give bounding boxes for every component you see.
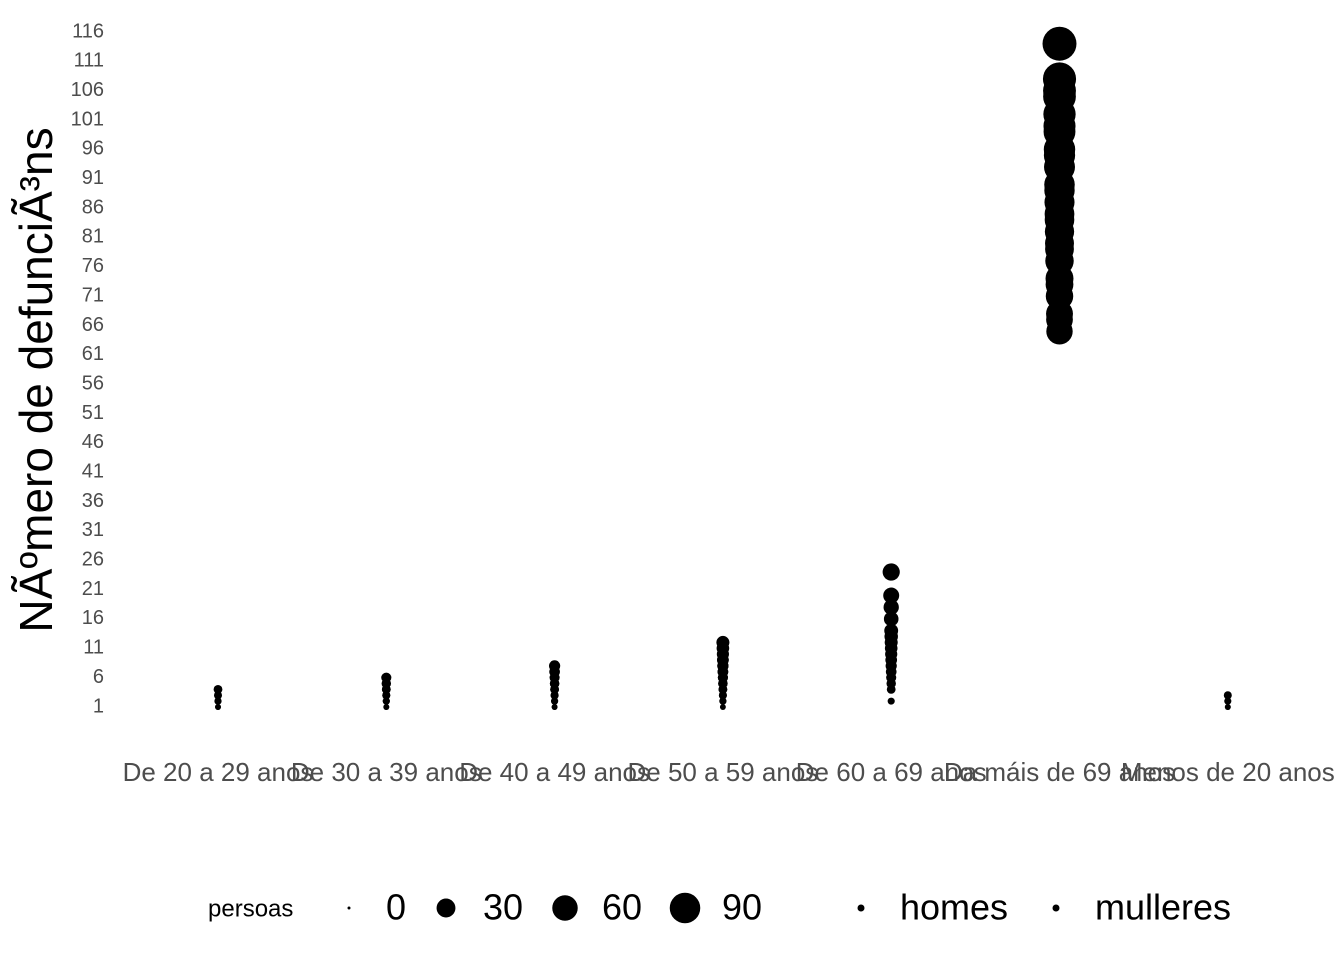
y-tick-label: 16	[82, 607, 104, 629]
y-tick-label: 61	[82, 343, 104, 365]
size-legend-key	[347, 906, 351, 910]
y-tick-label: 26	[82, 549, 104, 571]
point	[884, 629, 898, 644]
point	[215, 704, 221, 710]
y-tick-label: 6	[93, 666, 104, 688]
point	[1044, 175, 1075, 206]
y-tick-label: 51	[82, 402, 104, 424]
y-tick-label: 56	[82, 372, 104, 394]
x-tick-label: De 60 a 69 anos	[796, 757, 987, 787]
point	[885, 666, 897, 678]
y-axis-title: NÃºmero de defunciÃ³ns	[10, 127, 62, 632]
y-tick-label: 31	[82, 519, 104, 541]
x-tick-label: De 50 a 59 anos	[627, 757, 818, 787]
x-tick-label: Menos de 20 anos	[1121, 757, 1335, 787]
point	[548, 660, 561, 672]
point	[381, 684, 391, 694]
y-tick-label: 1	[93, 695, 104, 717]
point	[883, 599, 899, 615]
point	[882, 563, 900, 581]
size-legend-label: 0	[386, 887, 406, 928]
point	[1045, 270, 1074, 299]
point	[213, 684, 223, 694]
y-tick-label: 71	[82, 284, 104, 306]
point	[549, 678, 560, 689]
y-tick-label: 36	[82, 490, 104, 512]
point	[884, 641, 898, 655]
point	[716, 635, 730, 649]
point	[719, 704, 726, 710]
y-tick-label: 111	[74, 50, 104, 72]
y-tick-label: 101	[71, 108, 104, 130]
point	[1043, 109, 1076, 142]
point	[551, 704, 558, 710]
point	[719, 697, 727, 705]
y-tick-label: 76	[82, 255, 104, 277]
x-tick-label: De 40 a 49 anos	[459, 757, 650, 787]
point	[883, 611, 899, 627]
y-tick-label: 41	[82, 460, 104, 482]
point	[883, 587, 900, 604]
point	[1223, 691, 1232, 700]
legend-key	[857, 904, 865, 912]
legend-key	[1052, 904, 1060, 912]
point	[717, 654, 729, 666]
size-legend-title: persoas	[208, 895, 293, 922]
point	[551, 697, 559, 705]
point	[1046, 306, 1073, 333]
point	[382, 697, 390, 705]
point	[1043, 139, 1076, 171]
y-tick-label: 11	[83, 637, 104, 659]
point	[1043, 74, 1076, 108]
point	[1224, 697, 1232, 705]
y-tick-label: 106	[71, 79, 104, 101]
y-tick-label: 21	[82, 578, 104, 600]
y-tick-label: 86	[82, 196, 104, 218]
point	[383, 704, 390, 710]
y-tick-label: 81	[82, 226, 104, 248]
x-tick-label: De 30 a 39 anos	[291, 757, 482, 787]
size-legend-label: 30	[483, 887, 523, 928]
legend-label: homes	[900, 887, 1008, 928]
point	[1045, 234, 1074, 264]
size-legend-label: 90	[722, 887, 762, 928]
point	[381, 672, 392, 683]
x-tick-label: De 20 a 29 anos	[123, 757, 314, 787]
y-tick-label: 116	[72, 20, 104, 42]
point	[1042, 26, 1077, 61]
size-legend-key	[436, 898, 456, 918]
point	[1044, 205, 1075, 235]
point	[887, 697, 895, 705]
point	[214, 697, 222, 705]
point	[1224, 704, 1231, 710]
point	[886, 684, 896, 694]
y-tick-label: 96	[82, 138, 104, 160]
y-tick-label: 66	[82, 314, 104, 336]
x-tick-label: Da máis de 69 anos	[944, 757, 1175, 787]
size-legend-key	[669, 892, 701, 924]
size-legend-key	[552, 895, 578, 921]
legend-label: mulleres	[1095, 887, 1231, 928]
y-tick-label: 46	[82, 431, 104, 453]
y-tick-label: 91	[82, 167, 104, 189]
size-legend-label: 60	[602, 887, 642, 928]
